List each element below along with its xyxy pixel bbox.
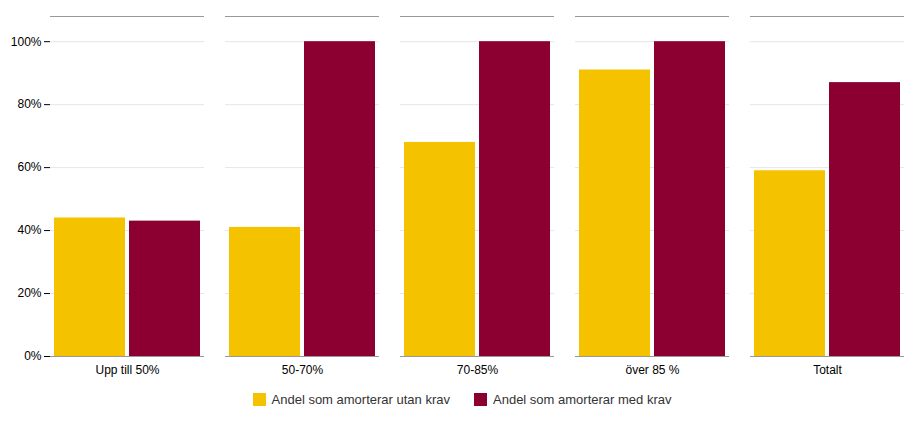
- svg-text:60%: 60%: [17, 160, 41, 174]
- svg-text:80%: 80%: [17, 97, 41, 111]
- svg-text:20%: 20%: [17, 286, 41, 300]
- svg-text:70-85%: 70-85%: [457, 363, 499, 377]
- svg-text:40%: 40%: [17, 223, 41, 237]
- svg-text:100%: 100%: [11, 35, 42, 49]
- svg-text:över 85 %: över 85 %: [625, 363, 679, 377]
- svg-text:Upp till 50%: Upp till 50%: [95, 363, 159, 377]
- html-text:Andel som amorterar utan krav: Andel som amorterar utan krav: [271, 392, 450, 407]
- svg-text:50-70%: 50-70%: [282, 363, 324, 377]
- svg-text:0%: 0%: [24, 349, 42, 363]
- svg-text:Totalt: Totalt: [813, 363, 842, 377]
- html-text:Andel som amorterar med krav: Andel som amorterar med krav: [493, 392, 672, 407]
